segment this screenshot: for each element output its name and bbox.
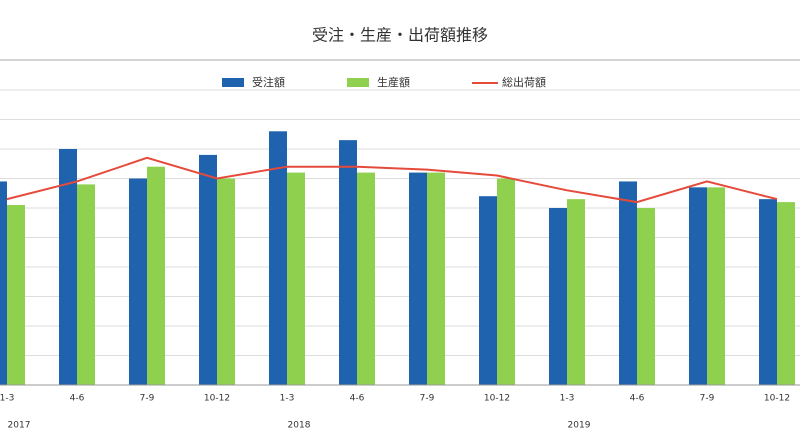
- bar: [217, 178, 235, 385]
- bar: [147, 166, 165, 385]
- bar: [0, 181, 7, 385]
- bar: [497, 178, 515, 385]
- x-tick-label: 7-9: [700, 394, 715, 404]
- x-tick-label: 10-12: [204, 394, 230, 404]
- bar: [77, 184, 95, 385]
- bar: [549, 208, 567, 385]
- legend-label: 生産額: [377, 75, 410, 89]
- legend-swatch: [347, 78, 369, 87]
- x-tick-label: 1-3: [560, 394, 575, 404]
- x-group-label: 2018: [288, 421, 311, 431]
- bar: [567, 199, 585, 385]
- bar: [129, 178, 147, 385]
- legend-swatch: [222, 78, 244, 87]
- bar: [777, 202, 795, 385]
- bar: [689, 187, 707, 385]
- bar: [339, 140, 357, 385]
- x-tick-label: 7-9: [140, 394, 155, 404]
- x-tick-label: 10-12: [764, 394, 790, 404]
- x-group-label: 2019: [568, 421, 591, 431]
- x-group-label: 2017: [8, 421, 31, 431]
- bar: [357, 172, 375, 385]
- bar: [287, 172, 305, 385]
- legend-label: 受注額: [252, 75, 285, 89]
- bar: [427, 172, 445, 385]
- bar: [199, 154, 217, 385]
- line: [6, 156, 778, 204]
- x-tick-label: 1-3: [280, 394, 295, 404]
- x-tick-label: 4-6: [350, 394, 365, 404]
- bar: [479, 196, 497, 385]
- chart-title: 受注・生産・出荷額推移: [312, 26, 488, 45]
- bar: [637, 208, 655, 385]
- x-tick-label: 1-3: [0, 394, 14, 404]
- x-tick-label: 10-12: [484, 394, 510, 404]
- bar: [269, 131, 287, 385]
- x-tick-label: 4-6: [70, 394, 85, 404]
- bar: [619, 181, 637, 385]
- bar: [409, 172, 427, 385]
- bar: [7, 205, 25, 385]
- x-tick-label: 7-9: [420, 394, 435, 404]
- bar: [759, 199, 777, 385]
- bar: [707, 187, 725, 385]
- legend-label: 総出荷額: [502, 75, 546, 89]
- x-tick-label: 4-6: [630, 394, 645, 404]
- bar: [59, 149, 77, 385]
